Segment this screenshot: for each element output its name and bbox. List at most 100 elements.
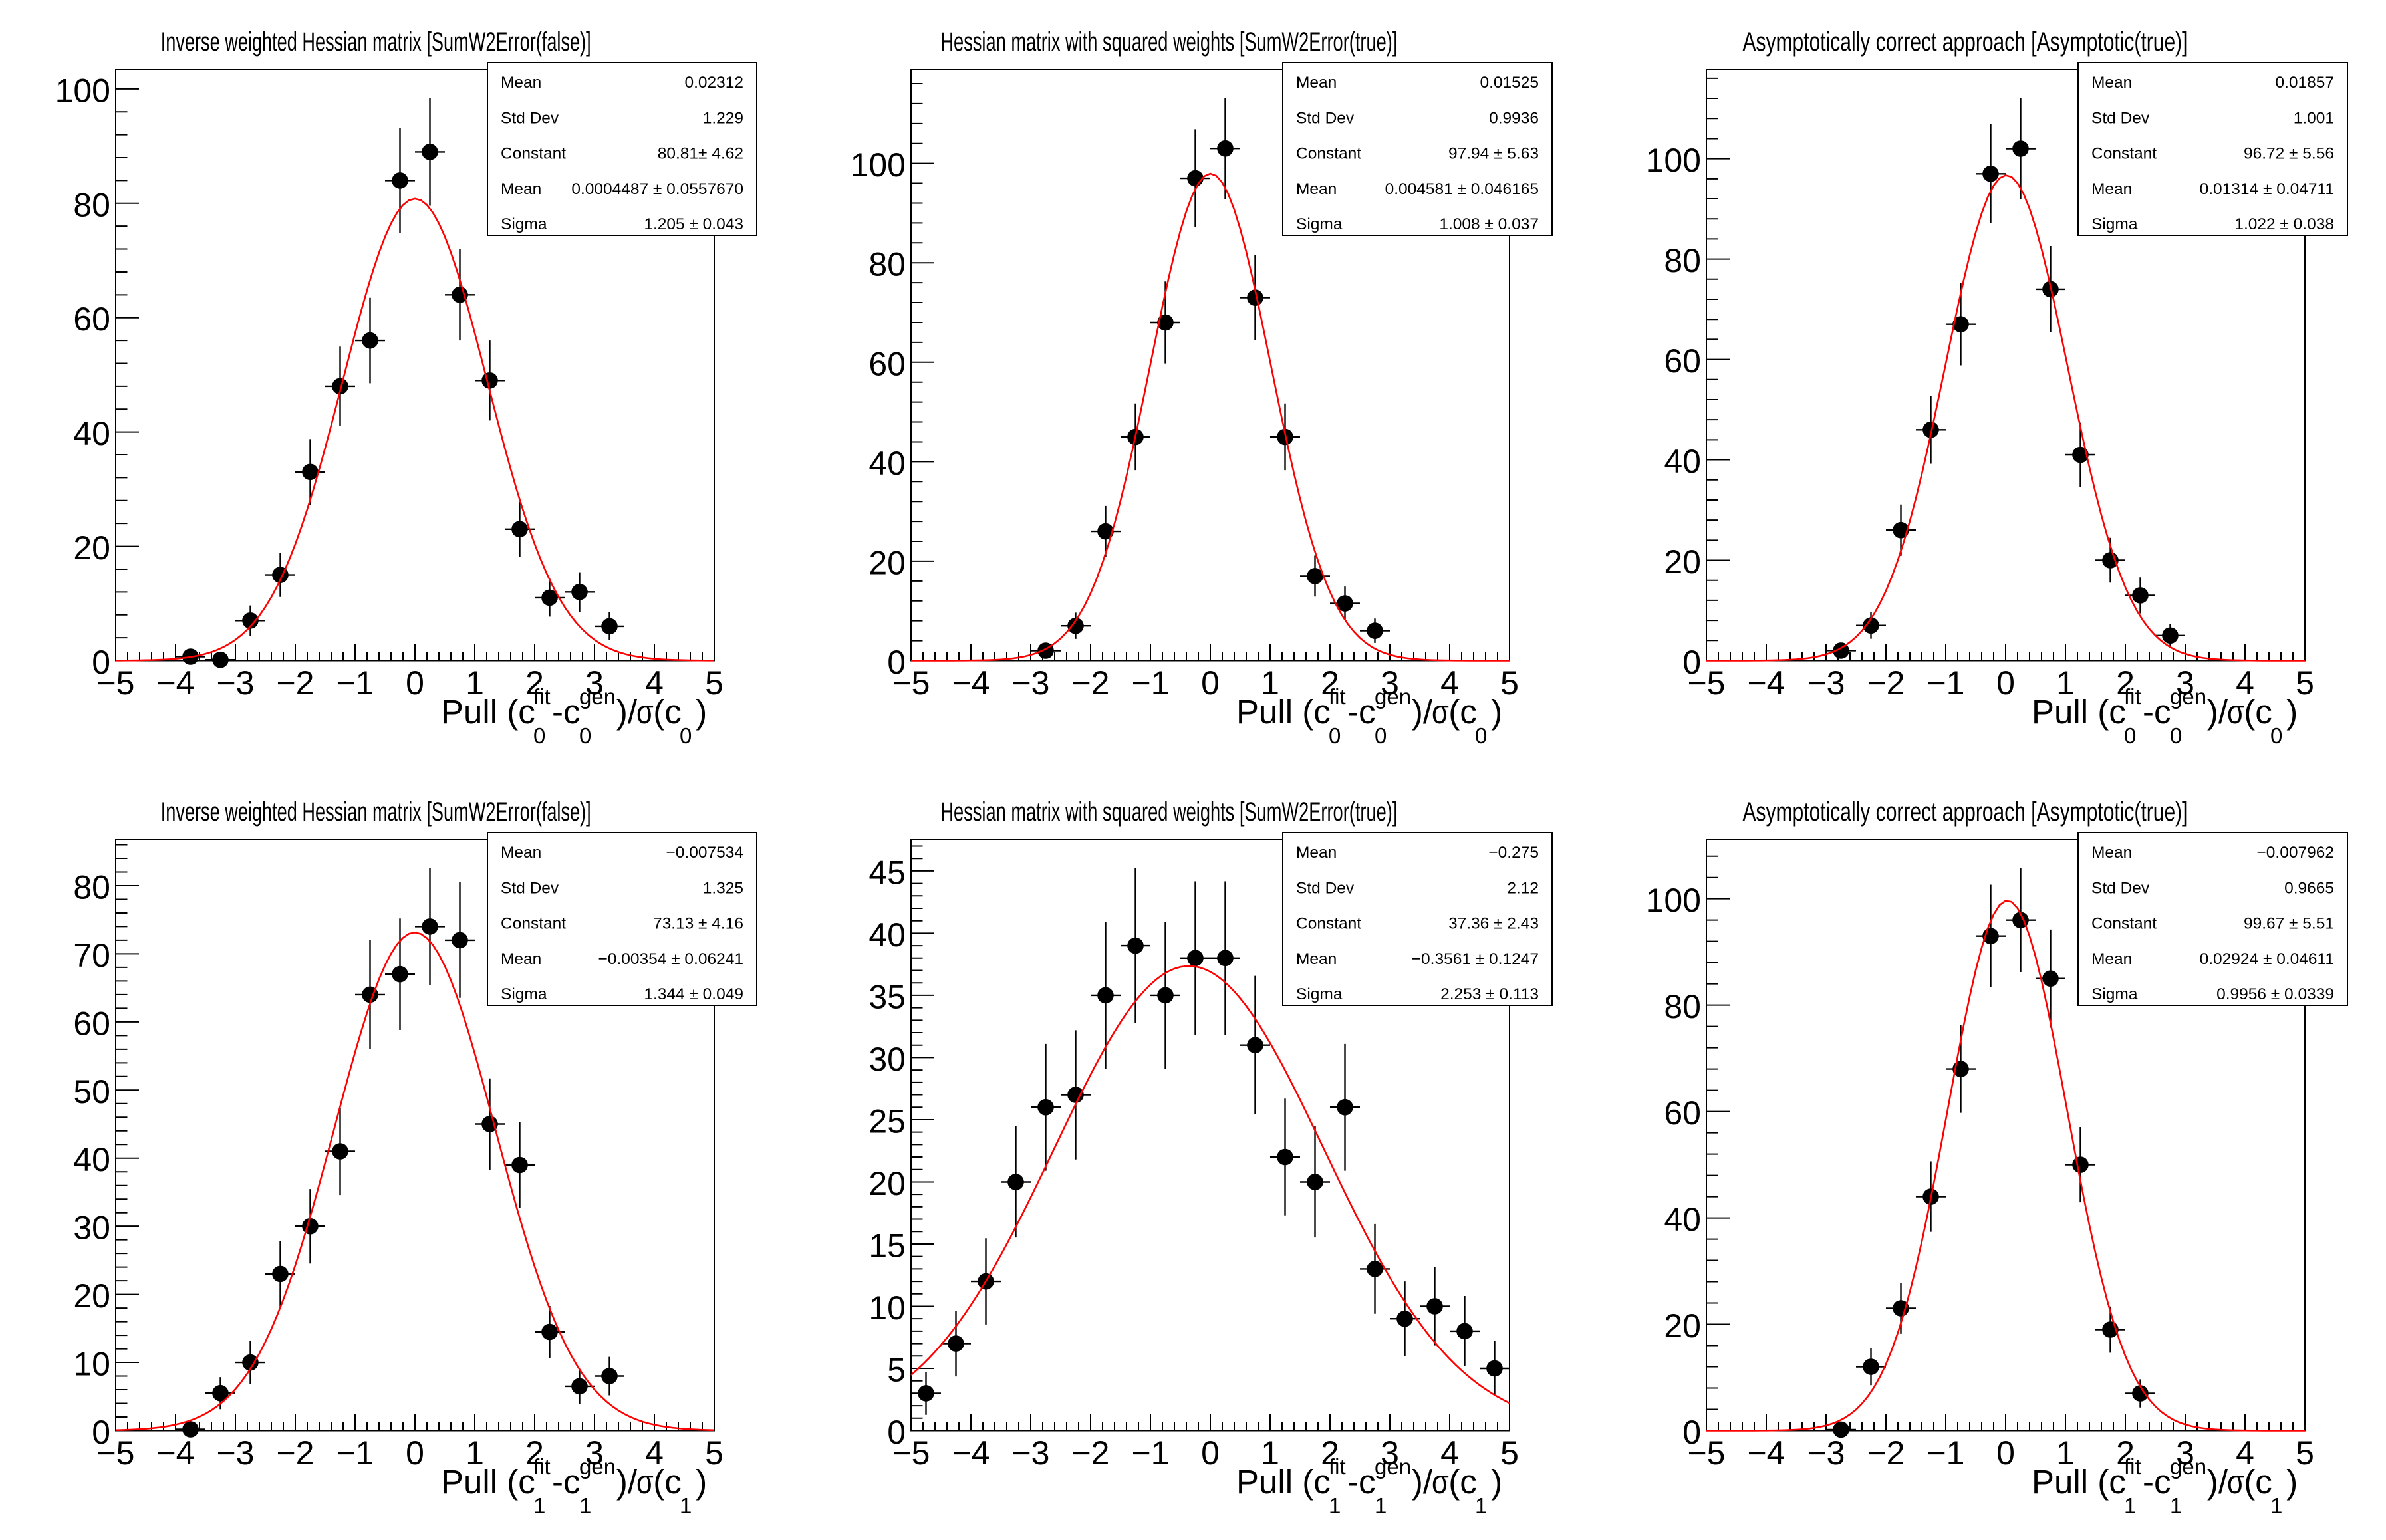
svg-text:0: 0: [1329, 723, 1341, 748]
svg-text:2: 2: [2116, 1434, 2135, 1472]
svg-text:−2: −2: [1867, 664, 1905, 702]
svg-text:fit: fit: [2124, 1454, 2141, 1479]
svg-text:1: 1: [2056, 664, 2075, 702]
svg-text:−5: −5: [892, 1434, 930, 1472]
svg-text:1: 1: [465, 1434, 484, 1472]
svg-text:3: 3: [2176, 1434, 2194, 1472]
svg-text:(c: (c: [653, 1463, 681, 1501]
svg-text:1: 1: [579, 1493, 591, 1518]
svg-text:10: 10: [73, 1346, 110, 1383]
svg-text:5: 5: [1500, 664, 1519, 702]
svg-text:30: 30: [868, 1041, 906, 1078]
svg-text:−1: −1: [336, 664, 374, 702]
svg-text:Sigma: Sigma: [501, 985, 547, 1003]
svg-text:fit: fit: [1329, 684, 1346, 709]
svg-text:fit: fit: [1329, 1454, 1346, 1479]
svg-text:fit: fit: [2124, 684, 2141, 709]
svg-text:0: 0: [1682, 644, 1701, 681]
svg-text:96.72 ± 5.56: 96.72 ± 5.56: [2244, 145, 2334, 163]
svg-text:1: 1: [465, 664, 484, 702]
svg-text:Sigma: Sigma: [501, 215, 547, 233]
svg-text:0: 0: [887, 1414, 906, 1451]
svg-text:−3: −3: [1807, 1434, 1845, 1472]
svg-text:20: 20: [73, 1277, 110, 1315]
svg-text:Pull (c: Pull (c: [2032, 1463, 2126, 1501]
svg-text:20: 20: [868, 1165, 906, 1202]
svg-text:−3: −3: [216, 1434, 254, 1472]
svg-text:60: 60: [1664, 342, 1701, 380]
svg-text:Mean: Mean: [1296, 180, 1337, 198]
svg-text:0: 0: [579, 723, 591, 748]
svg-text:Constant: Constant: [1296, 915, 1361, 933]
svg-text:σ: σ: [636, 1463, 654, 1501]
svg-text:5: 5: [2296, 664, 2314, 702]
svg-text:2.12: 2.12: [1507, 879, 1539, 897]
svg-text:-c: -c: [552, 693, 580, 731]
svg-text:40: 40: [1664, 1201, 1701, 1238]
svg-text:3: 3: [585, 1434, 604, 1472]
svg-text:5: 5: [2296, 1434, 2314, 1472]
svg-text:Pull (c: Pull (c: [1236, 693, 1331, 731]
svg-text:−2: −2: [1867, 1434, 1905, 1472]
svg-text:Std Dev: Std Dev: [2091, 109, 2150, 127]
svg-text:10: 10: [868, 1289, 906, 1327]
svg-text:60: 60: [868, 345, 906, 382]
svg-text:Std Dev: Std Dev: [2091, 879, 2150, 897]
svg-text:−2: −2: [1071, 1434, 1109, 1472]
svg-text:0: 0: [1475, 723, 1487, 748]
svg-text:−0.275: −0.275: [1488, 844, 1539, 862]
svg-text:Mean: Mean: [501, 950, 541, 968]
svg-text:Std Dev: Std Dev: [501, 109, 559, 127]
svg-text:1: 1: [2056, 1434, 2075, 1472]
svg-text:1.344 ± 0.049: 1.344 ± 0.049: [644, 985, 743, 1003]
svg-text:−1: −1: [1926, 1434, 1964, 1472]
svg-text:Sigma: Sigma: [2091, 215, 2138, 233]
svg-text:Sigma: Sigma: [1296, 985, 1343, 1003]
svg-text:-c: -c: [552, 1463, 580, 1501]
svg-text:1.008 ± 0.037: 1.008 ± 0.037: [1439, 215, 1539, 233]
svg-text:1: 1: [2124, 1493, 2136, 1518]
svg-text:Hessian matrix with squared we: Hessian matrix with squared weights [Sum…: [940, 797, 1397, 827]
svg-text:5: 5: [705, 664, 724, 702]
svg-text:Mean: Mean: [2091, 844, 2132, 862]
svg-text:0.01857: 0.01857: [2275, 74, 2334, 92]
svg-text:3: 3: [585, 664, 604, 702]
svg-text:(c: (c: [1448, 693, 1476, 731]
svg-text:0: 0: [1682, 1414, 1701, 1451]
svg-text:σ: σ: [2227, 693, 2244, 731]
svg-text:20: 20: [1664, 543, 1701, 580]
svg-text:40: 40: [868, 445, 906, 482]
svg-text:Mean: Mean: [1296, 74, 1337, 92]
svg-text:1.022 ± 0.038: 1.022 ± 0.038: [2234, 215, 2334, 233]
svg-text:4: 4: [2236, 1434, 2254, 1472]
svg-text:−5: −5: [1687, 664, 1725, 702]
svg-text:0.9956 ± 0.0339: 0.9956 ± 0.0339: [2216, 985, 2334, 1003]
svg-text:Pull (c: Pull (c: [441, 693, 535, 731]
svg-text:1: 1: [533, 1493, 545, 1518]
svg-text:): ): [2286, 693, 2298, 731]
svg-text:−1: −1: [1131, 664, 1169, 702]
svg-text:−4: −4: [952, 1434, 990, 1472]
svg-text:60: 60: [1664, 1094, 1701, 1132]
svg-text:-c: -c: [1347, 1463, 1375, 1501]
svg-text:fit: fit: [533, 1454, 551, 1479]
svg-text:4: 4: [645, 1434, 664, 1472]
svg-text:−1: −1: [336, 1434, 374, 1472]
svg-text:Constant: Constant: [2091, 145, 2157, 163]
svg-text:Sigma: Sigma: [2091, 985, 2138, 1003]
svg-text:35: 35: [868, 978, 906, 1015]
svg-text:50: 50: [73, 1073, 110, 1110]
svg-text:15: 15: [868, 1227, 906, 1265]
svg-text:1.001: 1.001: [2294, 109, 2334, 127]
svg-text:1: 1: [1261, 1434, 1279, 1472]
svg-text:3: 3: [1381, 664, 1399, 702]
svg-text:1: 1: [2270, 1493, 2282, 1518]
svg-text:−3: −3: [1807, 664, 1845, 702]
svg-text:0: 0: [887, 644, 906, 681]
svg-text:0.0004487 ± 0.0557670: 0.0004487 ± 0.0557670: [571, 180, 743, 198]
svg-text:-c: -c: [2143, 693, 2171, 731]
svg-text:100: 100: [851, 146, 906, 184]
svg-text:-c: -c: [2143, 1463, 2171, 1501]
svg-text:−3: −3: [216, 664, 254, 702]
svg-text:−0.007534: −0.007534: [666, 844, 744, 862]
